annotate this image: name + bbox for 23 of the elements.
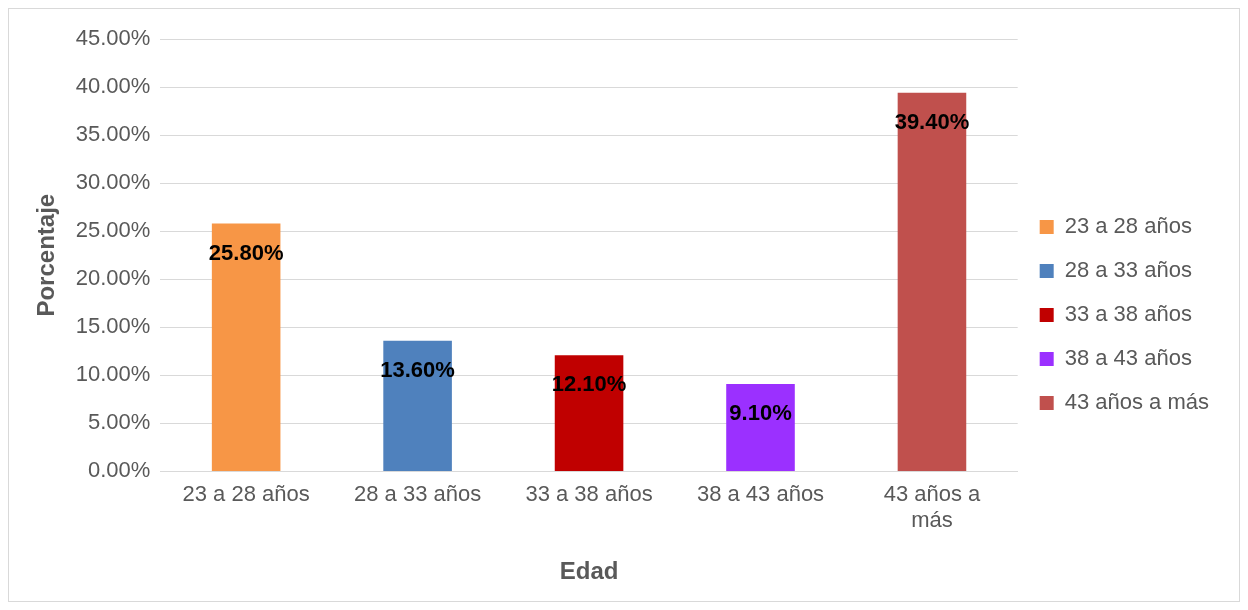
y-tick-label: 35.00% — [75, 121, 151, 147]
y-tick-label: 10.00% — [75, 361, 151, 387]
legend-label: 28 a 33 años — [1064, 257, 1192, 283]
x-tick-label: 28 a 33 años — [353, 480, 482, 506]
legend-label: 33 a 38 años — [1064, 301, 1192, 327]
legend-label: 23 a 28 años — [1064, 213, 1192, 239]
x-tick-label: 43 años a más — [883, 480, 982, 533]
x-tick-label: 33 a 38 años — [525, 480, 653, 506]
y-tick-label: 40.00% — [75, 73, 151, 99]
x-axis-title: Edad — [559, 557, 619, 585]
x-tick-label: 23 a 28 años — [182, 480, 310, 506]
legend-label: 43 años a más — [1064, 389, 1209, 415]
y-tick-label: 45.00% — [75, 25, 151, 51]
x-tick-label: 38 a 43 años — [696, 480, 825, 506]
y-tick-label: 20.00% — [75, 265, 151, 291]
data-label: 9.10% — [729, 400, 792, 426]
y-tick-label: 25.00% — [75, 217, 151, 243]
legend-label: 38 a 43 años — [1064, 345, 1192, 371]
y-axis-title: Porcentaje — [32, 193, 60, 317]
y-tick-label: 5.00% — [88, 409, 151, 435]
y-tick-label: 0.00% — [88, 457, 151, 483]
y-tick-label: 15.00% — [75, 313, 151, 339]
y-tick-label: 30.00% — [75, 169, 151, 195]
